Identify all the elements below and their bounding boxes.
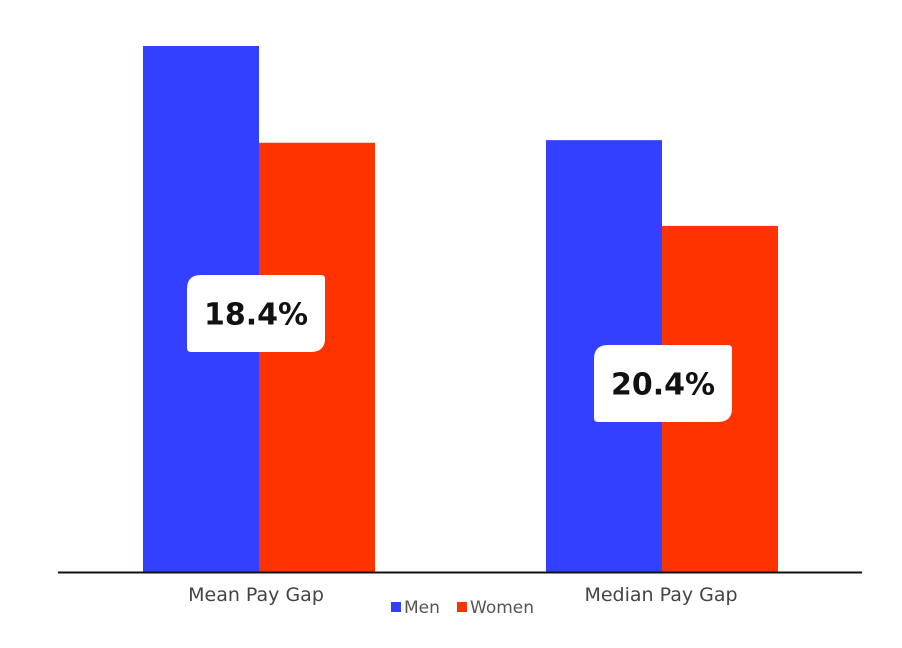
gap-label-text: 18.4% xyxy=(204,298,308,333)
legend-swatch-women xyxy=(457,602,467,612)
bar-women-0 xyxy=(259,142,375,572)
category-label-median: Median Pay Gap xyxy=(584,584,737,606)
gap-label-text: 20.4% xyxy=(611,368,715,403)
legend-label-women: Women xyxy=(470,598,534,618)
category-label-mean: Mean Pay Gap xyxy=(188,584,324,606)
gap-label-box xyxy=(187,275,325,352)
legend: Men Women xyxy=(391,598,534,618)
legend-label-men: Men xyxy=(404,598,440,618)
legend-swatch-men xyxy=(391,602,401,612)
gap-label-box xyxy=(594,345,732,422)
